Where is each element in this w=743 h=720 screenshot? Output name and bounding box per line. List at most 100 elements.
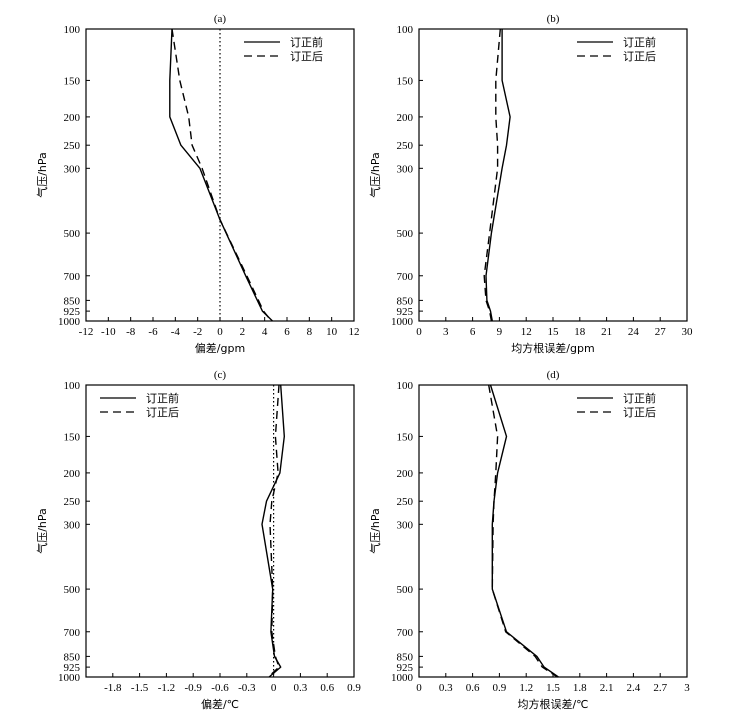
y-tick-label: 500 xyxy=(64,228,81,240)
panel-a: (a) -12 -10 -8 -6 -4 -2 0 2 4 6 8 10 12 100 150 200 250 30… xyxy=(35,13,360,355)
x-tick-label: 8 xyxy=(307,326,313,338)
x-tick-label: -4 xyxy=(171,326,181,338)
y-tick-label: 700 xyxy=(64,627,81,639)
y-tick-label: 1000 xyxy=(58,316,81,328)
panel-d: (d) 0 0.3 0.6 0.9 1.2 1.5 1.8 2.1 2.4 2.7 3 100 150 20… xyxy=(368,369,690,711)
y-axis-title: 气压/hPa xyxy=(35,508,49,554)
legend-label: 订正前 xyxy=(146,391,179,405)
y-tick-label: 150 xyxy=(64,431,81,443)
y-tick-label: 850 xyxy=(397,651,414,663)
x-tick-label: 2 xyxy=(240,326,246,338)
x-tick-label: 2.4 xyxy=(627,682,641,694)
x-tick-label: -12 xyxy=(79,326,94,338)
series-line-after xyxy=(488,384,558,678)
legend-label: 订正后 xyxy=(290,50,323,63)
y-tick-label: 1000 xyxy=(391,672,414,684)
x-tick-label: 2.7 xyxy=(653,682,667,694)
y-tick-label: 925 xyxy=(64,662,81,674)
x-tick-label: -1.8 xyxy=(104,682,122,694)
panel-c: (c) -1.8 -1.5 -1.2 -0.9 -0.6 -0.3 0 0.3 0.6 0.9 100… xyxy=(35,369,361,711)
x-tick-label: 10 xyxy=(326,326,338,338)
y-tick-label: 200 xyxy=(64,468,81,480)
series-line-before xyxy=(485,29,511,322)
y-tick-label: 250 xyxy=(397,496,414,508)
x-axis-title: 偏差/gpm xyxy=(195,341,245,355)
y-tick-label: 200 xyxy=(397,468,414,480)
y-tick-label: 700 xyxy=(64,271,81,283)
x-tick-label: 0 xyxy=(217,326,223,338)
legend-label: 订正前 xyxy=(623,35,656,49)
x-tick-label: 3 xyxy=(684,682,690,694)
legend-label: 订正后 xyxy=(623,406,656,419)
x-axis-title: 偏差/℃ xyxy=(201,697,239,711)
y-tick-label: 100 xyxy=(64,24,81,36)
y-tick-label: 150 xyxy=(397,431,414,443)
y-tick-label: 150 xyxy=(397,75,414,87)
legend-label: 订正后 xyxy=(623,50,656,63)
plot-frame xyxy=(418,384,688,678)
y-tick-label: 700 xyxy=(397,271,414,283)
series-line-after xyxy=(483,28,501,322)
x-tick-label: -1.2 xyxy=(158,682,175,694)
y-tick-label: 500 xyxy=(397,228,414,240)
series-line-before xyxy=(169,28,273,322)
panel-label: (a) xyxy=(214,13,227,25)
y-tick-label: 700 xyxy=(397,627,414,639)
y-tick-label: 100 xyxy=(64,380,81,392)
x-tick-label: 3 xyxy=(443,326,449,338)
y-tick-label: 850 xyxy=(64,651,81,663)
x-tick-label: -8 xyxy=(126,326,136,338)
x-tick-label: -0.3 xyxy=(238,682,256,694)
x-tick-label: 0.6 xyxy=(320,682,334,694)
x-axis-title: 均方根误差/gpm xyxy=(511,341,594,355)
y-tick-label: 925 xyxy=(397,306,414,318)
x-tick-label: 0.3 xyxy=(294,682,308,694)
series-line-after xyxy=(267,384,280,678)
x-tick-label: 0.6 xyxy=(466,682,480,694)
y-tick-label: 300 xyxy=(64,519,81,531)
y-tick-label: 200 xyxy=(64,112,81,124)
x-tick-label: 4 xyxy=(262,326,268,338)
series-line-after xyxy=(171,28,272,322)
x-tick-label: 1.8 xyxy=(573,682,587,694)
x-tick-label: 24 xyxy=(628,326,640,338)
x-tick-label: 6 xyxy=(470,326,476,338)
plot-frame xyxy=(85,384,355,678)
y-tick-label: 100 xyxy=(397,24,414,36)
x-axis-title: 均方根误差/℃ xyxy=(517,697,588,711)
x-tick-label: -0.9 xyxy=(184,682,202,694)
x-tick-label: 15 xyxy=(548,326,560,338)
plot-frame xyxy=(418,28,688,322)
x-tick-label: 12 xyxy=(349,326,360,338)
y-axis-title: 气压/hPa xyxy=(35,152,49,198)
y-tick-label: 300 xyxy=(397,163,414,175)
y-tick-label: 250 xyxy=(64,496,81,508)
y-tick-label: 1000 xyxy=(58,672,81,684)
legend-label: 订正前 xyxy=(623,391,656,405)
x-tick-label: 0.3 xyxy=(439,682,453,694)
x-tick-label: 21 xyxy=(601,326,612,338)
y-tick-label: 1000 xyxy=(391,316,414,328)
x-tick-label: -6 xyxy=(148,326,158,338)
x-tick-label: 30 xyxy=(682,326,694,338)
y-axis-title: 气压/hPa xyxy=(368,508,382,554)
legend-label: 订正后 xyxy=(146,406,179,419)
x-tick-label: 18 xyxy=(574,326,586,338)
legend-label: 订正前 xyxy=(290,35,323,49)
x-tick-label: 9 xyxy=(497,326,503,338)
y-tick-label: 925 xyxy=(64,306,81,318)
y-tick-label: 850 xyxy=(64,295,81,307)
y-tick-label: 500 xyxy=(397,584,414,596)
series-line-before xyxy=(489,384,559,678)
panel-label: (b) xyxy=(547,13,560,25)
y-axis-title: 气压/hPa xyxy=(368,152,382,198)
x-tick-label: 0.9 xyxy=(493,682,507,694)
y-tick-label: 200 xyxy=(397,112,414,124)
x-tick-label: -0.6 xyxy=(211,682,229,694)
y-tick-label: 150 xyxy=(64,75,81,87)
